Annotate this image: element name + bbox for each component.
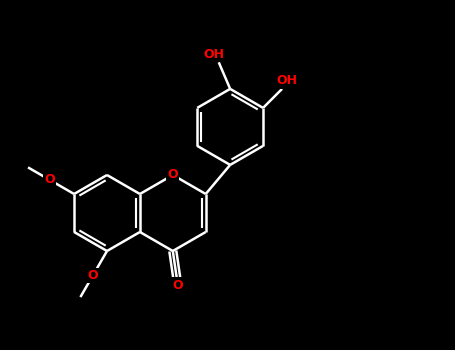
Text: O: O bbox=[172, 279, 183, 292]
Text: O: O bbox=[167, 168, 178, 182]
Text: OH: OH bbox=[203, 48, 224, 61]
Text: O: O bbox=[44, 173, 55, 186]
Text: O: O bbox=[87, 269, 98, 282]
Text: OH: OH bbox=[277, 75, 298, 88]
